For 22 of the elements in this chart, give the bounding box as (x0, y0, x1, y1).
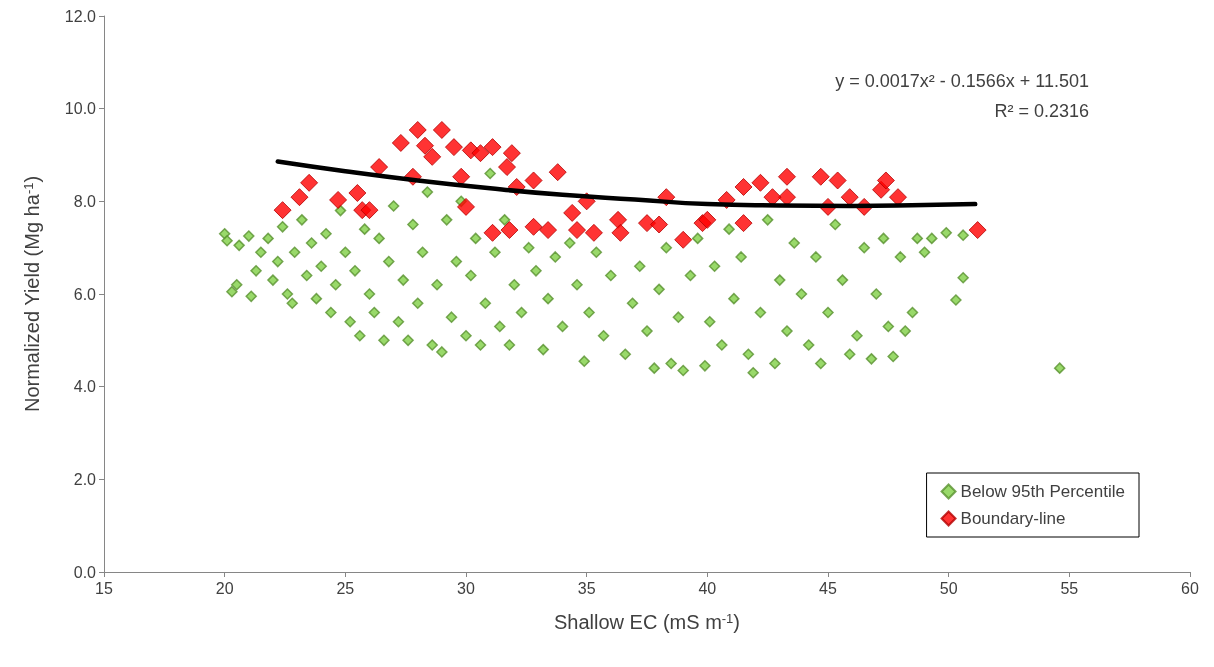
annotation: R² = 0.2316 (994, 101, 1089, 121)
x-tick-label: 25 (336, 579, 355, 597)
x-tick-label: 20 (215, 579, 234, 597)
x-tick-label: 35 (577, 579, 596, 597)
y-tick-label: 10.0 (64, 100, 97, 118)
y-tick-label: 0.0 (73, 563, 97, 581)
x-tick-label: 55 (1060, 579, 1079, 597)
y-tick-label: 6.0 (73, 285, 97, 303)
x-tick-label: 30 (457, 579, 475, 597)
y-tick-label: 8.0 (73, 192, 97, 210)
x-tick-label: 50 (939, 579, 958, 597)
y-tick-label: 12.0 (64, 7, 97, 25)
y-axis-title: Normalized Yield (Mg ha-1) (21, 175, 43, 413)
x-tick-label: 40 (698, 579, 717, 597)
annotation: y = 0.0017x² - 0.1566x + 11.501 (835, 71, 1090, 91)
x-tick-label: 60 (1181, 579, 1199, 597)
y-tick-label: 2.0 (73, 470, 97, 488)
x-tick-label: 15 (95, 579, 113, 597)
legend-label: Boundary-line (960, 509, 1066, 528)
legend-label: Below 95th Percentile (960, 482, 1126, 501)
y-tick-label: 4.0 (73, 378, 97, 396)
x-tick-label: 45 (819, 579, 837, 597)
